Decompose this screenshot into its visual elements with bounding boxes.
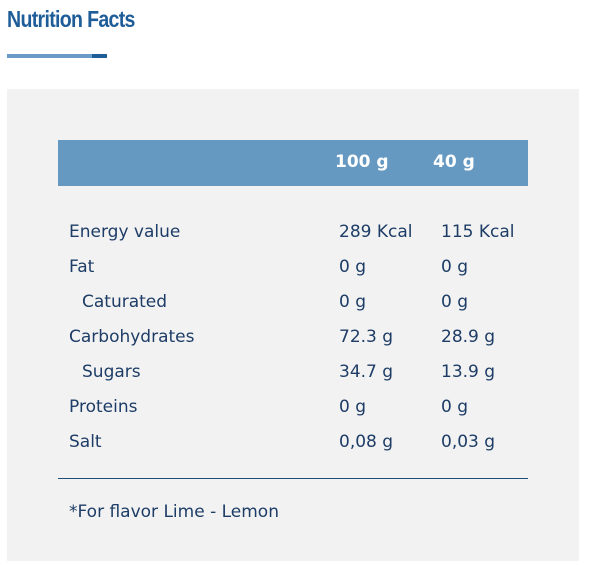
row-label: Sugars	[82, 362, 141, 382]
table-header	[58, 140, 528, 186]
cell-value: 0 g	[441, 397, 469, 417]
cell-value: 0 g	[339, 257, 367, 277]
divider	[58, 478, 528, 479]
row-label: Proteins	[69, 397, 138, 417]
column-header: 100 g	[335, 152, 389, 172]
title-underline-accent	[92, 54, 107, 58]
cell-value: 0 g	[339, 292, 367, 312]
title-underline	[7, 54, 92, 58]
row-label: Carbohydrates	[69, 327, 195, 347]
row-label: Salt	[69, 432, 102, 452]
cell-value: 28.9 g	[441, 327, 496, 347]
cell-value: 0,03 g	[441, 432, 496, 452]
footnote: *For flavor Lime - Lemon	[69, 502, 279, 522]
cell-value: 0 g	[441, 257, 469, 277]
cell-value: 72.3 g	[339, 327, 394, 347]
cell-value: 13.9 g	[441, 362, 496, 382]
cell-value: 0 g	[441, 292, 469, 312]
cell-value: 0,08 g	[339, 432, 394, 452]
cell-value: 0 g	[339, 397, 367, 417]
cell-value: 289 Kcal	[339, 222, 413, 242]
column-header: 40 g	[433, 152, 475, 172]
row-label: Caturated	[82, 292, 168, 312]
title: Nutrition Facts	[7, 6, 135, 32]
row-label: Fat	[69, 257, 95, 277]
cell-value: 115 Kcal	[441, 222, 515, 242]
cell-value: 34.7 g	[339, 362, 394, 382]
row-label: Energy value	[69, 222, 181, 242]
